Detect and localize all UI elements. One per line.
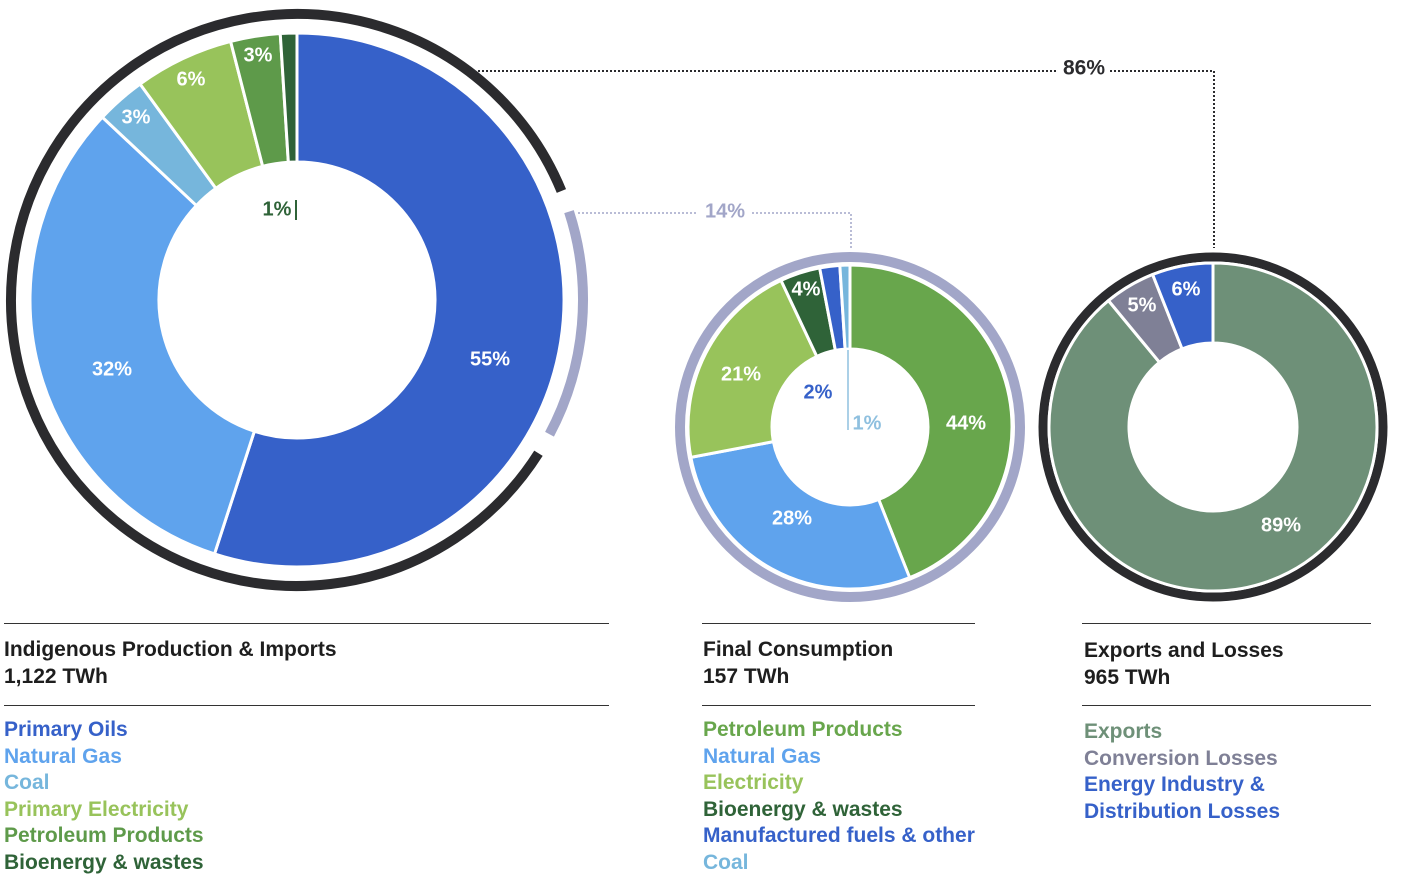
exports-title: Exports and Losses 965 TWh	[1084, 637, 1284, 691]
slice-natural-gas	[28, 115, 257, 556]
production-total: 1,122 TWh	[4, 665, 108, 688]
legend-item-coal: Coal	[4, 771, 50, 794]
consumption-legend: Petroleum Products Natural Gas Electrici…	[703, 717, 975, 876]
data-label-natural-gas: 28%	[772, 507, 812, 529]
production-top-rule	[4, 623, 609, 624]
exports-total: 965 TWh	[1084, 666, 1171, 689]
legend-item-primary-oils: Primary Oils	[4, 718, 128, 741]
consumption-top-rule	[702, 623, 975, 624]
exports-outer-ring	[1038, 252, 1388, 602]
legend-item-distribution-losses: Distribution Losses	[1084, 799, 1281, 823]
data-label-manufactured-fuels-and-other: 2%	[804, 381, 833, 403]
slice-bioenergy-and-wastes	[278, 31, 299, 164]
data-label-energy-industry-and-distribution-losses: 6%	[1172, 278, 1201, 300]
legend-item-bioenergy-wastes: Bioenergy & wastes	[4, 850, 204, 874]
connector-14-right	[752, 212, 852, 248]
outer-ring-14-label: 14%	[705, 200, 745, 222]
legend-item-electricity: Electricity	[703, 771, 804, 794]
consumption-outer-ring	[675, 252, 1025, 602]
legend-item-energy-industry: Energy Industry &	[1084, 773, 1265, 796]
outer-ring-86-segment	[6, 9, 567, 591]
consumption-total: 157 TWh	[703, 665, 790, 688]
exports-legend: Exports Conversion Losses Energy Industr…	[1084, 719, 1280, 825]
outer-ring-86-label: 86%	[1063, 57, 1105, 80]
outer-ring-14-segment	[545, 210, 588, 437]
legend-item-bioenergy-wastes: Bioenergy & wastes	[703, 797, 903, 821]
legend-item-primary-electricity: Primary Electricity	[4, 797, 189, 821]
exports-bottom-rule	[1082, 705, 1371, 706]
slice-coal	[838, 263, 852, 351]
production-legend: Primary Oils Natural Gas Coal Primary El…	[4, 717, 204, 876]
legend-item-natural-gas: Natural Gas	[703, 744, 821, 768]
legend-item-natural-gas: Natural Gas	[4, 744, 122, 768]
exports-top-rule	[1082, 623, 1371, 624]
data-label-bioenergy-and-wastes: 4%	[792, 278, 821, 300]
data-label-conversion-losses: 5%	[1128, 294, 1157, 316]
consumption-bottom-rule	[702, 705, 975, 706]
legend-item-coal: Coal	[703, 850, 749, 874]
slice-electricity	[686, 278, 819, 460]
slice-petroleum-products	[848, 263, 1014, 580]
legend-item-petroleum-products: Petroleum Products	[703, 718, 903, 741]
exports-title-text: Exports and Losses	[1084, 639, 1284, 662]
data-label-primary-electricity: 6%	[177, 68, 206, 90]
slice-primary-oils	[212, 31, 566, 569]
production-title-text: Indigenous Production & Imports	[4, 638, 337, 661]
consumption-title: Final Consumption 157 TWh	[703, 636, 893, 690]
production-bottom-rule	[4, 705, 609, 706]
energy-flow-chart: 55% 32% 3% 6% 3% 1% 44% 28% 21% 4% 2% 1% 89% 5% 6% 86% 1…	[6, 9, 1388, 602]
consumption-title-text: Final Consumption	[703, 638, 894, 661]
production-title: Indigenous Production & Imports 1,122 TW…	[4, 636, 337, 690]
legend-item-petroleum-products: Petroleum Products	[4, 824, 204, 847]
connector-86-right	[1110, 70, 1215, 248]
data-label-electricity: 21%	[721, 363, 761, 385]
legend-item-manufactured-fuels: Manufactured fuels & other	[703, 824, 975, 847]
slice-energy-industry-and-distribution-losses	[1150, 261, 1215, 351]
data-label-coal: 1%	[853, 412, 882, 434]
data-label-exports: 89%	[1261, 514, 1301, 536]
data-label-petroleum-products: 3%	[244, 44, 273, 66]
slice-natural-gas	[689, 439, 912, 591]
data-label-coal: 3%	[122, 106, 151, 128]
legend-item-conversion-losses: Conversion Losses	[1084, 746, 1278, 770]
legend-item-exports: Exports	[1084, 720, 1163, 743]
data-label-bioenergy-and-wastes: 1%	[263, 198, 292, 220]
data-label-natural-gas: 32%	[92, 358, 132, 380]
data-label-primary-oils: 55%	[470, 348, 510, 370]
data-label-petroleum-products: 44%	[946, 412, 986, 434]
slice-exports	[1047, 261, 1379, 593]
